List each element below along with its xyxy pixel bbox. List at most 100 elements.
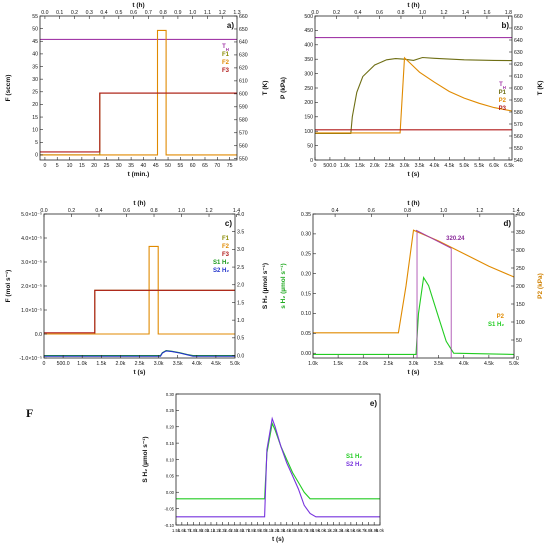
y-tick-label-b-0: 0 <box>310 158 313 164</box>
x-tick-label-a-10: 50 <box>165 163 171 169</box>
series-line-c-1 <box>44 245 235 335</box>
y-tick-label-e-1: -0.05 <box>164 506 174 511</box>
y-tick-label-b-10: 500 <box>304 14 313 20</box>
y-tick-label-d-7: 0.35 <box>301 212 311 218</box>
x-top-tick-label-a-12: 1.2 <box>219 10 226 16</box>
y-axis-label-c: F (mol s⁻¹) <box>5 270 12 303</box>
x-top-tick-label-a-11: 1.1 <box>204 10 211 16</box>
x-tick-label-d-1: 1.5k <box>333 361 343 367</box>
x-tick-label-e-30: 4.5k <box>347 528 356 533</box>
y-tick-label-c-0: -1.0×10⁻⁵ <box>19 356 42 362</box>
x-tick-label-c-1: 500.0 <box>57 361 70 367</box>
y-tick-label-e-0: -0.10 <box>164 523 174 528</box>
y-tick-label-c-1: 0.0 <box>35 332 42 338</box>
panel-label-b: b) <box>501 21 509 30</box>
y2-tick-label-b-7: 610 <box>514 74 523 80</box>
y2-tick-label-c-0: 0.0 <box>237 353 244 359</box>
x-top-tick-label-a-8: 0.8 <box>160 10 167 16</box>
x-tick-label-e-0: 1.5k <box>172 528 181 533</box>
y-tick-label-b-9: 450 <box>304 28 313 34</box>
y2-tick-label-d-0: 0 <box>516 356 519 362</box>
x-top-tick-label-b-3: 0.6 <box>376 10 383 16</box>
x-top-tick-label-b-9: 1.8 <box>505 10 512 16</box>
series-line-e-1 <box>176 416 380 518</box>
x-top-tick-label-a-4: 0.4 <box>100 10 107 16</box>
y2-tick-label-c-3: 1.5 <box>237 300 244 306</box>
x-tick-label-a-6: 30 <box>116 163 122 169</box>
y2-tick-label-b-0: 540 <box>514 158 523 164</box>
legend-entry-a-0: TH <box>222 44 229 52</box>
x-tick-label-e-28: 4.3k <box>335 528 344 533</box>
x-top-tick-label-c-2: 0.4 <box>95 208 102 214</box>
x-tick-label-a-1: 5 <box>56 163 59 169</box>
x-axis-label-c: t (s) <box>134 369 146 376</box>
legend-entry-c-0: F1 <box>222 236 230 242</box>
legend-entry-e-1: S2 H₂ <box>346 462 362 468</box>
y-tick-label-a-11: 55 <box>32 14 38 20</box>
x-top-tick-label-a-3: 0.3 <box>86 10 93 16</box>
y2-tick-label-b-6: 600 <box>514 86 523 92</box>
x-top-tick-label-d-5: 1.4 <box>512 208 519 214</box>
x-tick-label-e-11: 2.6k <box>236 528 245 533</box>
y-tick-label-a-4: 20 <box>32 102 38 108</box>
y2-tick-label-a-8: 630 <box>239 53 248 59</box>
plot-frame-c <box>43 213 236 359</box>
x-tick-label-e-17: 3.2k <box>271 528 280 533</box>
x-top-tick-label-b-8: 1.6 <box>483 10 490 16</box>
x-tick-label-e-21: 3.6k <box>294 528 303 533</box>
series-line-a-1 <box>40 92 237 156</box>
y2-tick-label-a-9: 640 <box>239 40 248 46</box>
x-tick-label-b-11: 5.5k <box>474 163 484 169</box>
plot-area-e <box>176 416 380 518</box>
legend-entry-b-2: P2 <box>499 98 507 104</box>
y2-axis-label-c: S H₂ (µmol s⁻¹) <box>262 263 269 309</box>
legend-entry-d-1: S1 H₂ <box>488 322 504 328</box>
x-top-tick-label-a-5: 0.5 <box>115 10 122 16</box>
y2-tick-label-a-10: 650 <box>239 27 248 33</box>
y2-tick-label-d-8: 400 <box>516 212 525 218</box>
x-top-tick-label-a-1: 0.1 <box>56 10 63 16</box>
y2-tick-label-b-12: 660 <box>514 14 523 20</box>
y2-tick-label-c-4: 2.0 <box>237 283 244 289</box>
y2-tick-label-d-4: 200 <box>516 284 525 290</box>
x-tick-label-b-8: 4.0k <box>429 163 439 169</box>
x-tick-label-e-34: 4.9k <box>370 528 379 533</box>
x-tick-label-b-0: 0 <box>314 163 317 169</box>
y-tick-label-b-5: 250 <box>304 86 313 92</box>
x-tick-label-d-6: 4.0k <box>459 361 469 367</box>
y-tick-label-b-8: 400 <box>304 43 313 49</box>
plot-frame-a <box>39 15 238 161</box>
y2-tick-label-d-7: 350 <box>516 230 525 236</box>
y2-tick-label-c-1: 0.5 <box>237 336 244 342</box>
x-tick-label-e-26: 4.1k <box>324 528 333 533</box>
y-tick-label-a-7: 35 <box>32 64 38 70</box>
y2-tick-label-b-9: 630 <box>514 50 523 56</box>
y-tick-label-e-2: 0.00 <box>166 490 175 495</box>
y2-tick-label-a-0: 550 <box>239 157 248 163</box>
y2-tick-label-b-11: 650 <box>514 26 523 32</box>
x-tick-label-a-4: 20 <box>91 163 97 169</box>
x-top-tick-label-c-7: 1.4 <box>233 208 240 214</box>
x-top-tick-label-d-4: 1.2 <box>476 208 483 214</box>
x-tick-label-e-9: 2.4k <box>224 528 233 533</box>
plot-area-c <box>44 245 235 357</box>
chart-d: 1.0k 1.5k 2.0k 2.5k 3.0k 3.5k 4.0k 4.5k 5.0k t (s… <box>280 200 544 376</box>
x-tick-label-e-31: 4.6k <box>353 528 362 533</box>
x-tick-label-a-2: 10 <box>67 163 73 169</box>
y-tick-label-a-2: 10 <box>32 127 38 133</box>
x-tick-label-a-0: 0 <box>43 163 46 169</box>
panel-label-e: e) <box>370 399 377 408</box>
y-tick-label-e-7: 0.25 <box>166 408 175 413</box>
y2-tick-label-a-11: 660 <box>239 14 248 20</box>
x-top-tick-label-a-6: 0.6 <box>130 10 137 16</box>
x-top-tick-label-b-6: 1.2 <box>440 10 447 16</box>
y2-tick-label-a-3: 580 <box>239 118 248 124</box>
x-tick-label-b-10: 5.0k <box>459 163 469 169</box>
x-tick-label-a-8: 40 <box>141 163 147 169</box>
x-tick-label-a-11: 55 <box>177 163 183 169</box>
x-tick-label-c-8: 4.0k <box>192 361 202 367</box>
x-tick-label-c-9: 4.5k <box>211 361 221 367</box>
y2-tick-label-a-1: 560 <box>239 144 248 150</box>
panel-label-d: d) <box>503 219 511 228</box>
x-tick-label-c-5: 2.5k <box>135 361 145 367</box>
